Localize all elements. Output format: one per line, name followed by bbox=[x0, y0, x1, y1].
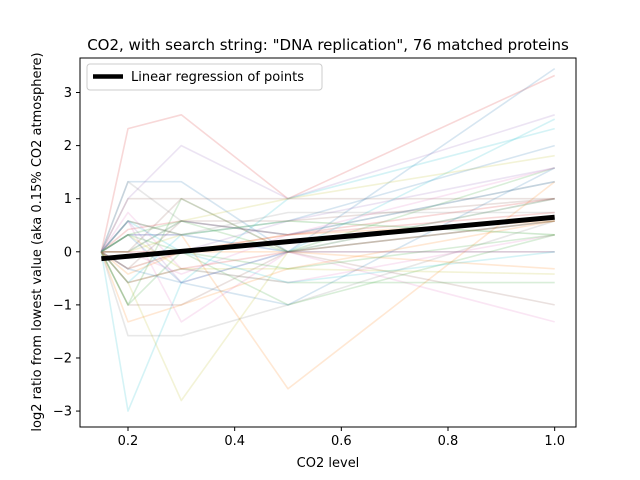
y-tick-label: 2 bbox=[64, 139, 72, 154]
protein-series-line-30 bbox=[101, 180, 555, 253]
protein-series-line-7 bbox=[100, 127, 555, 412]
protein-series-line-4 bbox=[100, 197, 555, 253]
y-axis-ticks: −3 −2 −1 0 1 2 3 bbox=[53, 86, 80, 420]
y-tick-label: 0 bbox=[64, 245, 72, 260]
protein-series-line-20 bbox=[100, 180, 555, 253]
plot-area-frame bbox=[79, 57, 577, 428]
protein-series-line-32 bbox=[100, 220, 555, 284]
y-tick-label: 1 bbox=[64, 192, 72, 207]
protein-series-line-5 bbox=[100, 167, 555, 306]
protein-series-line-27 bbox=[100, 220, 555, 284]
protein-series-line-17 bbox=[100, 220, 555, 323]
x-tick-label: 0.2 bbox=[118, 434, 139, 449]
legend-label-regression: Linear regression of points bbox=[131, 70, 304, 85]
series-lines bbox=[100, 67, 556, 412]
protein-series-line-18 bbox=[100, 118, 556, 253]
protein-series-line-12 bbox=[100, 220, 555, 323]
protein-series-line-19 bbox=[101, 154, 555, 253]
protein-series-line-15 bbox=[100, 197, 555, 253]
protein-series-line-2 bbox=[100, 67, 556, 253]
x-tick-label: 1.0 bbox=[544, 434, 565, 449]
legend: Linear regression of points bbox=[86, 63, 323, 91]
protein-series-line-26 bbox=[100, 220, 555, 284]
x-axis-ticks: 0.2 0.4 0.6 0.8 1.0 bbox=[118, 427, 565, 449]
x-tick-label: 0.8 bbox=[438, 434, 459, 449]
x-tick-label: 0.6 bbox=[331, 434, 352, 449]
protein-series-line-29 bbox=[100, 197, 555, 270]
protein-series-line-23 bbox=[100, 211, 555, 284]
protein-series-line-6 bbox=[100, 181, 556, 390]
protein-series-line-40 bbox=[100, 220, 555, 253]
legend-box bbox=[86, 63, 323, 91]
protein-series-line-33 bbox=[100, 211, 555, 253]
protein-series-line-3 bbox=[100, 114, 555, 253]
protein-series-line-35 bbox=[100, 234, 555, 253]
protein-series-line-10 bbox=[100, 251, 555, 306]
protein-series-line-14 bbox=[100, 167, 556, 306]
protein-series-line-21 bbox=[100, 144, 555, 253]
protein-series-line-11 bbox=[101, 197, 555, 306]
regression-line-group bbox=[101, 214, 555, 262]
regression-line bbox=[101, 214, 555, 262]
y-tick-label: −3 bbox=[53, 405, 72, 420]
y-axis-label: log2 ratio from lowest value (aka 0.15% … bbox=[30, 52, 45, 431]
x-axis-label: CO2 level bbox=[297, 456, 360, 471]
y-tick-label: −2 bbox=[53, 351, 72, 366]
y-tick-label: −1 bbox=[53, 298, 72, 313]
y-tick-label: 3 bbox=[64, 86, 72, 101]
protein-series-line-9 bbox=[100, 220, 555, 337]
protein-series-line-22 bbox=[100, 251, 555, 284]
protein-series-line-28 bbox=[100, 234, 555, 275]
x-tick-label: 0.4 bbox=[224, 434, 245, 449]
protein-series-line-38 bbox=[101, 220, 555, 253]
protein-series-line-34 bbox=[101, 167, 555, 275]
protein-series-line-1 bbox=[100, 74, 556, 252]
chart-title: CO2, with search string: "DNA replicatio… bbox=[87, 36, 569, 54]
